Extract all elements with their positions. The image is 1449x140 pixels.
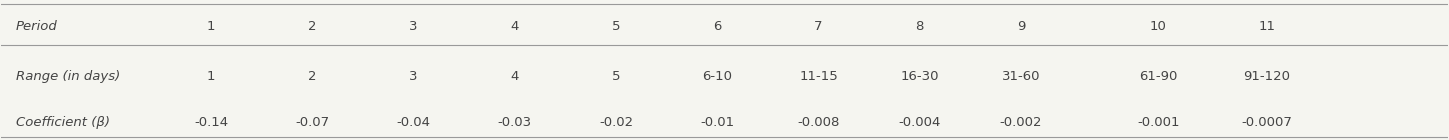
- Text: Coefficient (β): Coefficient (β): [16, 116, 110, 129]
- Text: 91-120: 91-120: [1243, 70, 1290, 83]
- Text: -0.03: -0.03: [498, 116, 532, 129]
- Text: 5: 5: [611, 70, 620, 83]
- Text: Period: Period: [16, 20, 58, 33]
- Text: 9: 9: [1017, 20, 1024, 33]
- Text: -0.07: -0.07: [296, 116, 329, 129]
- Text: -0.008: -0.008: [797, 116, 839, 129]
- Text: 1: 1: [207, 70, 216, 83]
- Text: -0.14: -0.14: [194, 116, 227, 129]
- Text: 61-90: 61-90: [1139, 70, 1178, 83]
- Text: 3: 3: [409, 70, 417, 83]
- Text: -0.02: -0.02: [598, 116, 633, 129]
- Text: 16-30: 16-30: [900, 70, 939, 83]
- Text: Range (in days): Range (in days): [16, 70, 120, 83]
- Text: -0.04: -0.04: [397, 116, 430, 129]
- Text: 3: 3: [409, 20, 417, 33]
- Text: 2: 2: [309, 20, 316, 33]
- Text: 6: 6: [713, 20, 722, 33]
- Text: 11: 11: [1258, 20, 1275, 33]
- Text: 7: 7: [814, 20, 823, 33]
- Text: -0.002: -0.002: [1000, 116, 1042, 129]
- Text: -0.0007: -0.0007: [1242, 116, 1293, 129]
- Text: -0.001: -0.001: [1137, 116, 1179, 129]
- Text: 11-15: 11-15: [800, 70, 838, 83]
- Text: 4: 4: [510, 70, 519, 83]
- Text: 10: 10: [1151, 20, 1166, 33]
- Text: 6-10: 6-10: [703, 70, 732, 83]
- Text: 4: 4: [510, 20, 519, 33]
- Text: 2: 2: [309, 70, 316, 83]
- Text: 8: 8: [916, 20, 924, 33]
- Text: 31-60: 31-60: [1001, 70, 1040, 83]
- Text: -0.004: -0.004: [898, 116, 940, 129]
- Text: 5: 5: [611, 20, 620, 33]
- Text: -0.01: -0.01: [700, 116, 735, 129]
- Text: 1: 1: [207, 20, 216, 33]
